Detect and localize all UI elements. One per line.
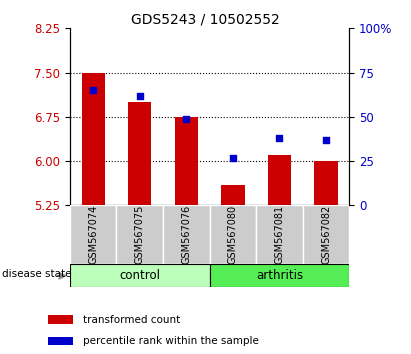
Bar (116, 205, 163, 264)
Text: GSM567080: GSM567080 (228, 205, 238, 264)
Bar (163, 205, 210, 264)
Text: control: control (119, 269, 160, 282)
Text: GSM567074: GSM567074 (88, 205, 98, 264)
Text: GSM567081: GSM567081 (275, 205, 284, 264)
Point (323, 137, 329, 143)
Bar (175, 117, 198, 205)
Text: transformed count: transformed count (83, 315, 180, 325)
Point (183, 116, 189, 121)
Bar (221, 185, 245, 205)
Bar (48, 337, 73, 345)
Text: GSM567082: GSM567082 (321, 205, 331, 264)
Point (90, 87, 97, 93)
Bar (70, 264, 210, 287)
Text: arthritis: arthritis (256, 269, 303, 282)
Bar (48, 315, 73, 324)
Text: GDS5243 / 10502552: GDS5243 / 10502552 (131, 12, 280, 27)
Bar (128, 102, 151, 205)
Bar (81, 73, 105, 205)
Bar (70, 205, 116, 264)
Point (276, 135, 283, 141)
Text: disease state: disease state (2, 269, 72, 279)
Bar (303, 205, 349, 264)
Bar (256, 205, 303, 264)
Bar (210, 264, 349, 287)
Bar (314, 161, 338, 205)
Bar (268, 155, 291, 205)
Text: GSM567076: GSM567076 (181, 205, 191, 264)
Text: percentile rank within the sample: percentile rank within the sample (83, 336, 259, 346)
Point (230, 155, 236, 160)
Text: GSM567075: GSM567075 (135, 205, 145, 264)
Point (136, 93, 143, 98)
Bar (210, 205, 256, 264)
